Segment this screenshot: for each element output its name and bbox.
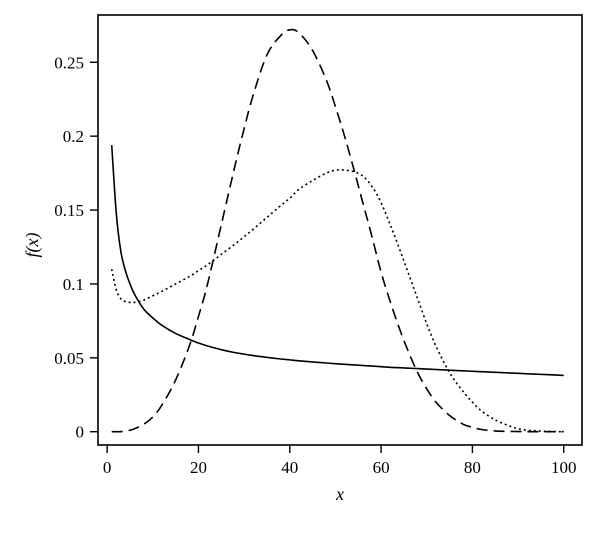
- x-tick-label: 80: [464, 458, 481, 477]
- x-tick-label: 20: [190, 458, 207, 477]
- y-tick-label: 0.25: [54, 53, 84, 72]
- x-tick-label: 60: [373, 458, 390, 477]
- x-axis-title: x: [335, 484, 344, 504]
- x-tick-label: 100: [551, 458, 577, 477]
- y-tick-label: 0.15: [54, 201, 84, 220]
- x-tick-label: 40: [281, 458, 298, 477]
- x-axis: 0 20 40 60 80 100: [103, 445, 577, 477]
- series-line-solid: [110, 144, 564, 377]
- y-tick-label: 0.1: [63, 275, 84, 294]
- series-layer: [110, 28, 564, 433]
- y-axis: 0 0.05 0.1 0.15 0.2 0.25: [54, 53, 98, 442]
- plot-frame: [97, 14, 583, 446]
- y-tick-label: 0.05: [54, 349, 84, 368]
- y-tick-label: 0.2: [63, 127, 84, 146]
- series-line-dashed: [111, 28, 564, 433]
- x-tick-label: 0: [103, 458, 112, 477]
- y-axis-title: f(x): [22, 233, 43, 258]
- y-tick-label: 0: [76, 423, 85, 442]
- series-line-dotted: [110, 169, 564, 433]
